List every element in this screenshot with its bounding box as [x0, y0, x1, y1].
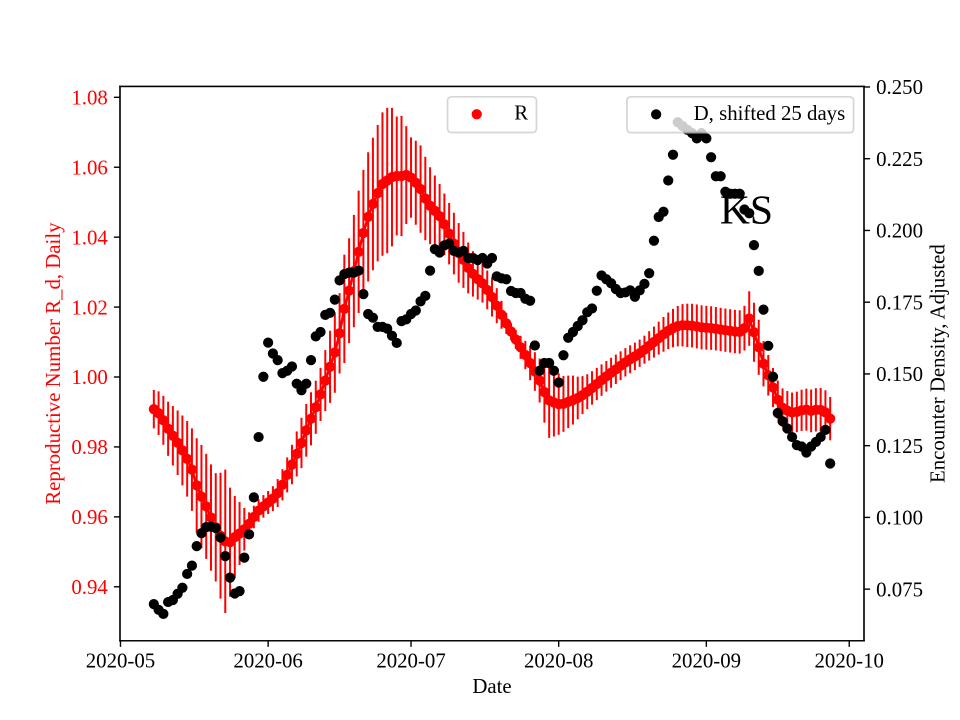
- svg-text:Encounter Density, Adjusted: Encounter Density, Adjusted: [925, 244, 949, 483]
- svg-text:0.94: 0.94: [71, 575, 108, 599]
- svg-text:2020-05: 2020-05: [86, 648, 155, 672]
- svg-text:2020-07: 2020-07: [376, 648, 445, 672]
- svg-text:2020-06: 2020-06: [233, 648, 302, 672]
- svg-text:1.08: 1.08: [71, 86, 107, 110]
- svg-text:1.02: 1.02: [71, 295, 107, 319]
- svg-text:0.100: 0.100: [876, 506, 923, 530]
- svg-text:D, shifted 25 days: D, shifted 25 days: [694, 101, 846, 125]
- svg-text:0.150: 0.150: [876, 362, 923, 386]
- svg-text:1.04: 1.04: [71, 225, 108, 249]
- svg-text:0.98: 0.98: [71, 435, 107, 459]
- svg-text:1.06: 1.06: [71, 155, 107, 179]
- svg-text:R: R: [514, 101, 528, 125]
- svg-text:0.96: 0.96: [71, 505, 107, 529]
- svg-text:0.250: 0.250: [876, 75, 923, 99]
- svg-text:2020-09: 2020-09: [672, 648, 741, 672]
- svg-text:0.125: 0.125: [876, 434, 923, 458]
- svg-text:0.075: 0.075: [876, 577, 923, 601]
- svg-text:0.225: 0.225: [876, 147, 923, 171]
- svg-text:2020-10: 2020-10: [815, 648, 884, 672]
- svg-text:Date: Date: [472, 674, 511, 698]
- svg-text:0.175: 0.175: [876, 290, 923, 314]
- svg-text:Reproductive Number R_d, Daily: Reproductive Number R_d, Daily: [41, 222, 65, 505]
- svg-text:0.200: 0.200: [876, 219, 923, 243]
- svg-text:2020-08: 2020-08: [524, 648, 593, 672]
- svg-text:1.00: 1.00: [71, 365, 107, 389]
